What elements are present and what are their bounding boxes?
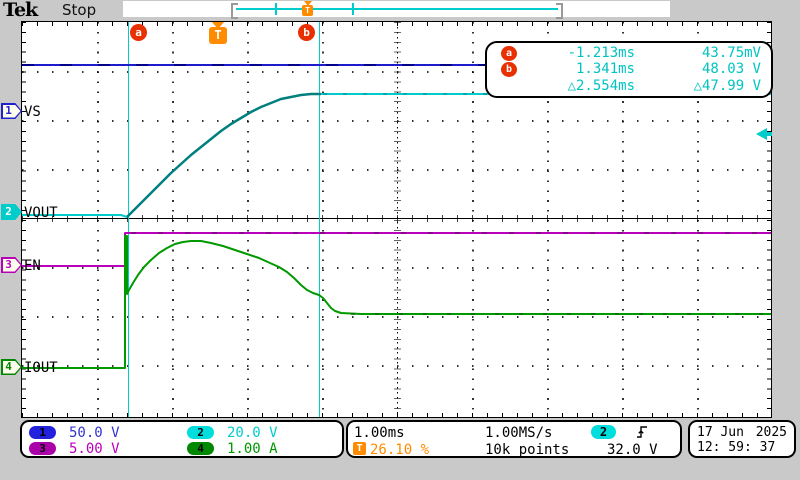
record-cursor-b-tick: [352, 3, 354, 15]
trigger-level-arrow-stem: [767, 132, 772, 136]
cursor-delta-value: △47.99 V: [693, 77, 761, 94]
channel-4-badge: 4: [187, 442, 214, 455]
acquisition-status: Stop: [62, 1, 97, 19]
cursor-delta-time: △2.554ms: [567, 77, 635, 94]
channel-1-number: 1: [5, 104, 12, 117]
cursor-a-value: 43.75mV: [701, 45, 761, 62]
cursor-a-line[interactable]: [128, 22, 129, 417]
channel-4-ground-marker[interactable]: 4: [1, 359, 22, 375]
year-value: 2025: [755, 425, 787, 440]
record-view-bar: T: [123, 1, 670, 19]
cursor-b-badge[interactable]: b: [298, 24, 315, 41]
trigger-arrow-icon: [304, 1, 312, 6]
cursor-b-line[interactable]: [319, 22, 320, 417]
cursor-b-row: b 1.341ms 48.03 V: [495, 61, 761, 77]
marker-arrow-icon: [1, 204, 22, 220]
channel-2-scale: 20.0 V: [227, 425, 278, 441]
channel-1-ground-marker[interactable]: 1: [1, 103, 22, 119]
trigger-position-chip: T: [353, 442, 366, 455]
time-row: 12: 59: 37: [697, 440, 787, 455]
trigger-position-badge: T: [209, 22, 227, 45]
channel-3-label: EN: [24, 258, 41, 274]
horizontal-gridline: [22, 169, 771, 171]
tek-logo: Tek: [3, 0, 38, 21]
record-length: 10k points: [485, 442, 570, 458]
record-waveform-preview: [236, 8, 558, 10]
record-trigger-label: T: [302, 5, 313, 16]
vertical-gridline: [247, 22, 249, 417]
vertical-gridline: [97, 22, 99, 417]
top-edge-ticks: [22, 22, 771, 26]
cursor-a-badge-small: a: [501, 45, 517, 61]
cursor-b-badge-small: b: [501, 61, 517, 77]
horizontal-gridline: [22, 316, 771, 318]
vertical-gridline: [172, 22, 174, 417]
time-value: 12: 59: 37: [697, 440, 776, 455]
cursor-b-value: 48.03 V: [701, 61, 761, 78]
channel-1-scale: 50.0 V: [69, 425, 120, 441]
vertical-gridline: [322, 22, 324, 417]
channel-4-label: IOUT: [24, 360, 58, 376]
trigger-badge-label: T: [209, 27, 227, 44]
vertical-gridline: [547, 22, 549, 417]
channel-1-badge: 1: [29, 426, 56, 439]
channel-2-number: 2: [5, 205, 12, 218]
horizontal-gridline: [22, 365, 771, 367]
horizontal-gridline: [22, 71, 771, 73]
vertical-gridline: [697, 22, 699, 417]
channel-2-ground-marker[interactable]: 2: [1, 204, 22, 220]
trigger-down-arrow-icon: [212, 22, 224, 29]
date-row: 17 Jun 2025: [697, 425, 787, 440]
top-status-bar: Tek Stop T: [0, 0, 800, 21]
record-window-bracket-left: [231, 3, 238, 19]
cursor-a-badge[interactable]: a: [130, 24, 147, 41]
channel-scales-panel: 1 50.0 V 2 20.0 V 3 5.00 V 4 1.00 A: [20, 420, 344, 458]
channel-3-badge: 3: [29, 442, 56, 455]
trace-ch2-vout-rise: [126, 92, 321, 218]
horizontal-gridline: [22, 267, 771, 269]
cursor-a-row: a -1.213ms 43.75mV: [495, 45, 761, 61]
marker-arrow-fill: [2, 104, 21, 118]
marker-arrow-fill: [2, 360, 21, 374]
cursor-b-time: 1.341ms: [575, 61, 635, 78]
horizontal-gridline: [22, 120, 771, 122]
trigger-source-badge[interactable]: 2: [591, 425, 616, 439]
time-per-div[interactable]: 1.00ms: [354, 425, 405, 441]
channel-4-number: 4: [5, 360, 12, 373]
record-cursor-a-tick: [275, 3, 277, 15]
vertical-gridline: [472, 22, 474, 417]
marker-arrow-fill: [2, 258, 21, 272]
cursor-readout-panel: a -1.213ms 43.75mV b 1.341ms 48.03 V △2.…: [485, 41, 773, 98]
channel-2-label: VOUT: [24, 205, 58, 221]
datetime-panel: 17 Jun 2025 12: 59: 37: [688, 420, 796, 458]
record-window-bracket-right: [556, 3, 563, 19]
bottom-edge-ticks: [22, 413, 771, 417]
sample-rate: 1.00MS/s: [485, 425, 553, 441]
date-value: 17 Jun: [697, 425, 744, 440]
horizontal-trigger-panel: 1.00ms 1.00MS/s 2 T 26.10 % 10k points 3…: [346, 420, 682, 458]
channel-3-scale: 5.00 V: [69, 441, 120, 457]
trigger-level[interactable]: 32.0 V: [607, 442, 658, 458]
vertical-gridline: [622, 22, 624, 417]
channel-3-number: 3: [5, 258, 12, 271]
cursor-a-time: -1.213ms: [567, 45, 635, 62]
cursor-delta-row: △2.554ms △47.99 V: [495, 78, 761, 94]
left-edge-ticks: [22, 22, 26, 417]
channel-1-label: VS: [24, 104, 41, 120]
trigger-position-percent: 26.10 %: [370, 442, 430, 458]
trigger-level-arrow-icon[interactable]: [756, 128, 767, 140]
center-horizontal-gridline: [22, 218, 771, 219]
channel-4-scale: 1.00 A: [227, 441, 278, 457]
record-trigger-position-icon: T: [302, 1, 315, 17]
channel-2-badge: 2: [187, 426, 214, 439]
rising-edge-icon: [637, 426, 647, 438]
channel-3-ground-marker[interactable]: 3: [1, 257, 22, 273]
right-edge-ticks: [767, 22, 771, 417]
